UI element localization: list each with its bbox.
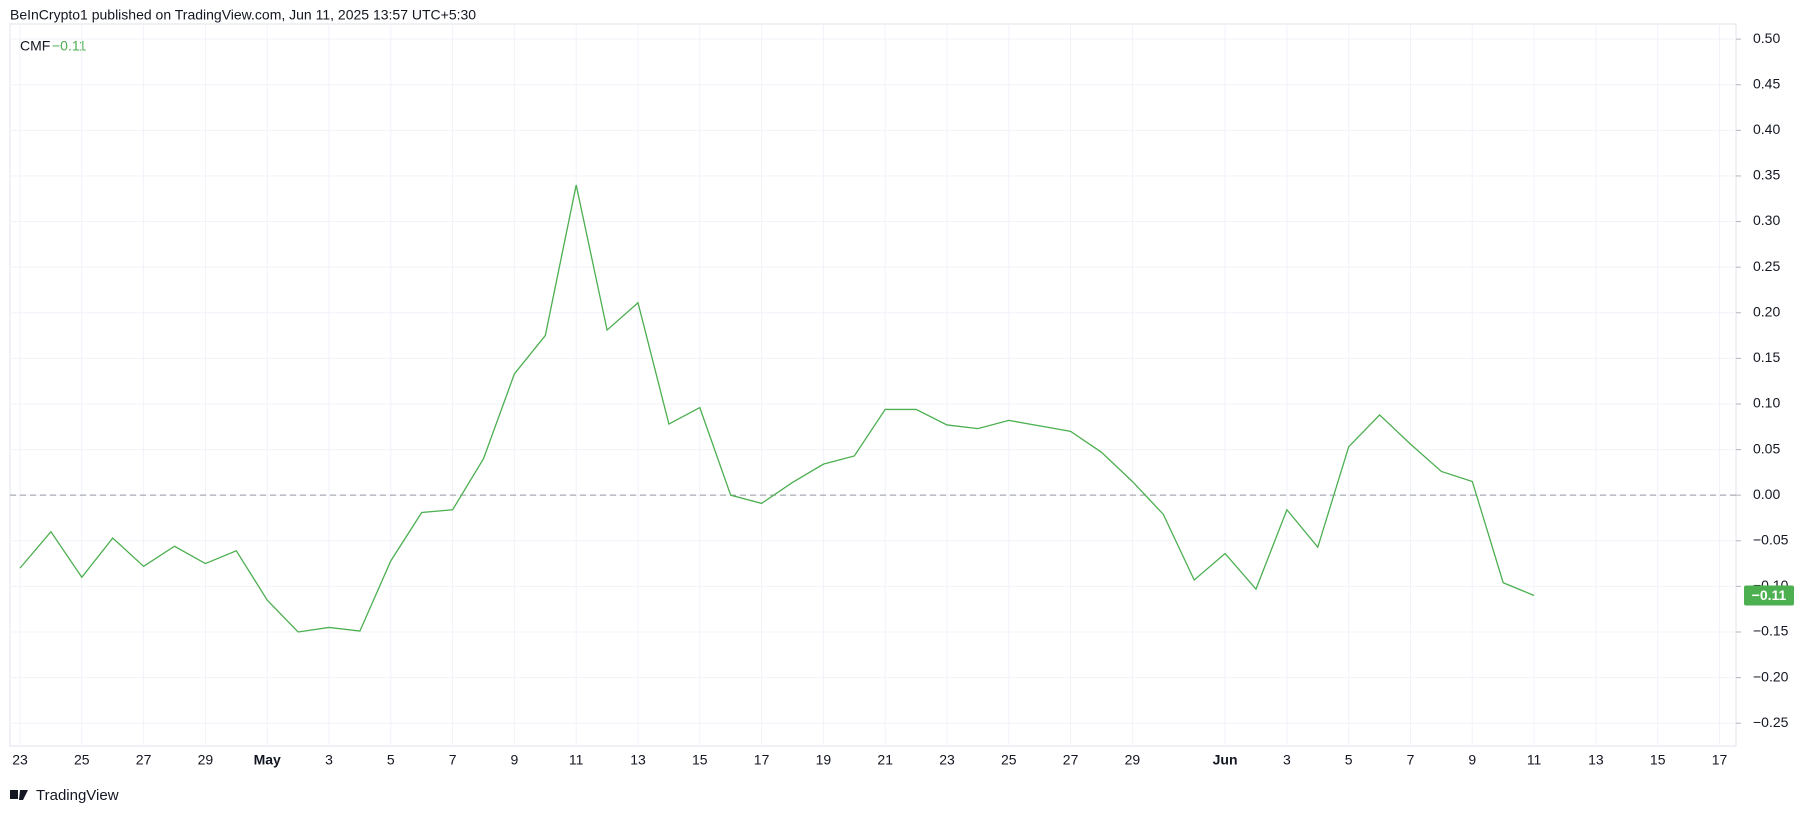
x-tick-label: 11 (1527, 752, 1542, 768)
x-tick-label: 25 (74, 752, 90, 768)
legend-name: CMF (20, 38, 50, 54)
header: BeInCrypto1 published on TradingView.com… (10, 7, 476, 23)
x-tick-label: 23 (12, 752, 28, 768)
x-tick-label: 5 (387, 752, 395, 768)
x-tick-label: 11 (569, 752, 584, 768)
x-tick-label: 3 (325, 752, 333, 768)
x-tick-label: 17 (754, 752, 770, 768)
x-tick-label: 15 (692, 752, 708, 768)
y-tick-label: −0.25 (1753, 714, 1789, 730)
x-tick-label: 13 (1588, 752, 1604, 768)
y-tick-label: 0.10 (1753, 395, 1780, 411)
y-tick-label: 0.30 (1753, 212, 1780, 228)
x-tick-label: 27 (1063, 752, 1079, 768)
x-tick-label: 7 (449, 752, 457, 768)
y-tick-label: 0.15 (1753, 349, 1780, 365)
plot-frame (9, 23, 1737, 747)
y-tick-label: −0.20 (1753, 668, 1789, 684)
last-value-label: −0.11 (1752, 587, 1787, 603)
x-tick-label: May (254, 752, 281, 768)
x-tick-label: 29 (1125, 752, 1141, 768)
x-tick-label: 27 (136, 752, 152, 768)
x-tick-label: 5 (1345, 752, 1353, 768)
y-tick-label: 0.25 (1753, 258, 1780, 274)
y-tick-label: 0.45 (1753, 75, 1780, 91)
x-tick-label: 3 (1283, 752, 1291, 768)
x-tick-label: 9 (1468, 752, 1476, 768)
x-tick-label: 17 (1712, 752, 1728, 768)
last-value-badge (1744, 585, 1794, 606)
line-series (19, 184, 1535, 633)
y-tick-label: −0.05 (1753, 531, 1789, 547)
x-tick-label: 29 (198, 752, 214, 768)
y-tick-label: 0.00 (1753, 486, 1780, 502)
y-tick-label: 0.05 (1753, 440, 1780, 456)
x-tick-label: Jun (1213, 752, 1238, 768)
y-tick-label: 0.50 (1753, 30, 1780, 46)
x-tick-label: 15 (1650, 752, 1666, 768)
x-tick-label: 25 (1001, 752, 1017, 768)
x-tick-label: 13 (630, 752, 646, 768)
y-tick-label: 0.20 (1753, 303, 1780, 319)
logo (10, 790, 28, 800)
y-tick-label: 0.40 (1753, 121, 1780, 137)
y-tick-label: −0.15 (1753, 623, 1789, 639)
x-tick-label: 23 (939, 752, 955, 768)
x-tick-label: 19 (816, 752, 832, 768)
legend-value: −0.11 (52, 38, 87, 54)
footer-brand: TradingView (36, 787, 119, 804)
x-tick-label: 7 (1407, 752, 1415, 768)
y-tick-label: 0.35 (1753, 167, 1780, 183)
x-tick-label: 9 (511, 752, 519, 768)
x-tick-label: 21 (877, 752, 893, 768)
